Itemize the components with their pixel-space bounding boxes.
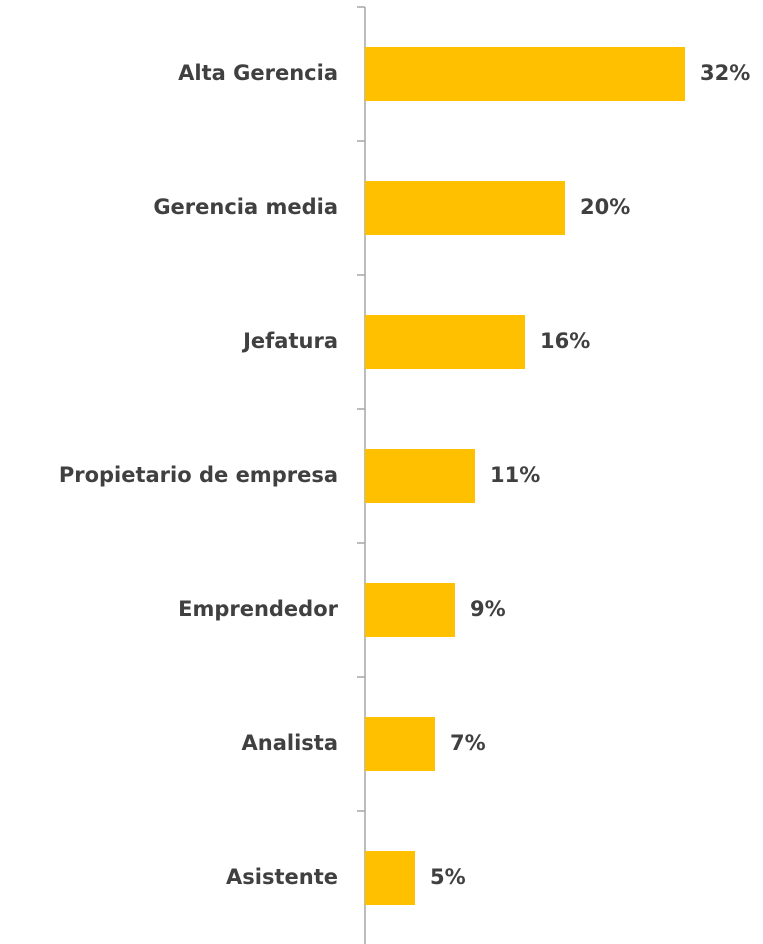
category-label: Asistente xyxy=(226,865,338,889)
bar xyxy=(365,449,475,503)
bar xyxy=(365,47,685,101)
value-label: 11% xyxy=(490,463,540,487)
category-label: Analista xyxy=(242,731,338,755)
value-label: 32% xyxy=(700,61,750,85)
bar xyxy=(365,851,415,905)
category-label: Emprendedor xyxy=(178,597,339,621)
category-label: Propietario de empresa xyxy=(59,463,338,487)
bar xyxy=(365,583,455,637)
bar xyxy=(365,315,525,369)
value-label: 20% xyxy=(580,195,630,219)
value-label: 5% xyxy=(430,865,466,889)
value-label: 9% xyxy=(470,597,506,621)
bar xyxy=(365,717,435,771)
value-label: 16% xyxy=(540,329,590,353)
bar xyxy=(365,181,565,235)
category-label: Jefatura xyxy=(241,329,338,353)
category-label: Alta Gerencia xyxy=(178,61,338,85)
value-label: 7% xyxy=(450,731,486,755)
category-label: Gerencia media xyxy=(153,195,338,219)
